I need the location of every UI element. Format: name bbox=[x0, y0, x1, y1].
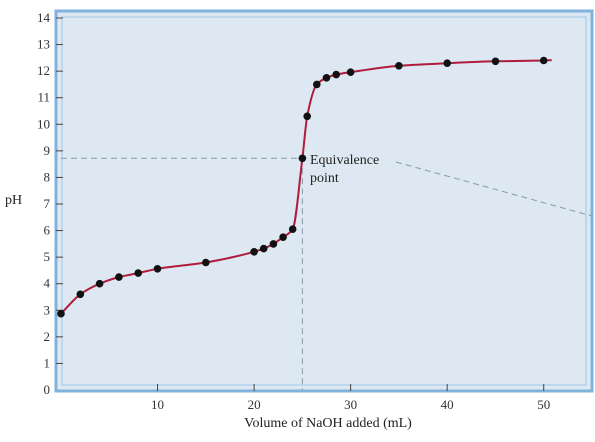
annotation-point: point bbox=[310, 171, 339, 186]
data-point bbox=[443, 59, 452, 67]
y-tick-label: 6 bbox=[44, 223, 51, 238]
y-tick-label: 4 bbox=[44, 276, 51, 291]
data-point bbox=[298, 154, 307, 163]
data-point bbox=[269, 240, 278, 248]
data-point bbox=[491, 57, 500, 66]
y-tick-label: 12 bbox=[37, 63, 50, 78]
series-line bbox=[60, 59, 552, 315]
data-point bbox=[202, 258, 210, 267]
data-point bbox=[115, 273, 123, 281]
y-tick-label: 13 bbox=[37, 37, 50, 52]
data-point bbox=[153, 265, 162, 273]
y-tick-label: 9 bbox=[44, 143, 51, 158]
equivalence-guides bbox=[61, 157, 593, 390]
plot-frame bbox=[54, 9, 594, 393]
annotation-leader bbox=[395, 161, 593, 217]
y-tick-label: 3 bbox=[44, 302, 51, 317]
data-points bbox=[57, 56, 548, 318]
y-tick-label: 10 bbox=[37, 116, 50, 131]
x-tick-label: 30 bbox=[344, 397, 357, 412]
y-tick-label: 8 bbox=[44, 169, 51, 184]
plot-frame-inner bbox=[61, 16, 587, 386]
y-tick-label: 11 bbox=[37, 90, 50, 105]
y-axis-title: pH bbox=[5, 193, 22, 208]
y-tick-label: 7 bbox=[44, 196, 51, 211]
data-point bbox=[395, 62, 403, 70]
y-tick-label: 5 bbox=[44, 249, 51, 264]
y-tick-label: 2 bbox=[44, 329, 51, 344]
data-point bbox=[322, 74, 331, 82]
y-tick-label: 1 bbox=[44, 355, 51, 370]
x-axis-ticks: 10 20 30 40 50 bbox=[151, 384, 550, 412]
annotation-equivalence: Equivalence bbox=[310, 153, 379, 168]
plot-background bbox=[55, 10, 593, 392]
data-point bbox=[259, 244, 268, 253]
data-point bbox=[539, 56, 548, 65]
data-point bbox=[346, 68, 355, 76]
data-point bbox=[134, 269, 142, 277]
y-tick-label: 14 bbox=[37, 10, 51, 25]
data-point bbox=[313, 80, 321, 89]
x-tick-label: 10 bbox=[151, 397, 164, 412]
x-tick-label: 40 bbox=[441, 397, 454, 412]
data-point bbox=[250, 248, 258, 256]
data-point bbox=[332, 70, 341, 79]
data-point bbox=[279, 233, 287, 241]
x-tick-label: 20 bbox=[248, 397, 261, 412]
data-point bbox=[57, 309, 65, 318]
x-axis-title: Volume of NaOH added (mL) bbox=[244, 416, 412, 431]
x-tick-label: 50 bbox=[537, 397, 550, 412]
data-point bbox=[288, 225, 297, 233]
data-point bbox=[303, 112, 312, 121]
data-point bbox=[76, 290, 85, 299]
data-point bbox=[95, 279, 104, 288]
y-tick-label-origin: 0 bbox=[44, 382, 51, 397]
